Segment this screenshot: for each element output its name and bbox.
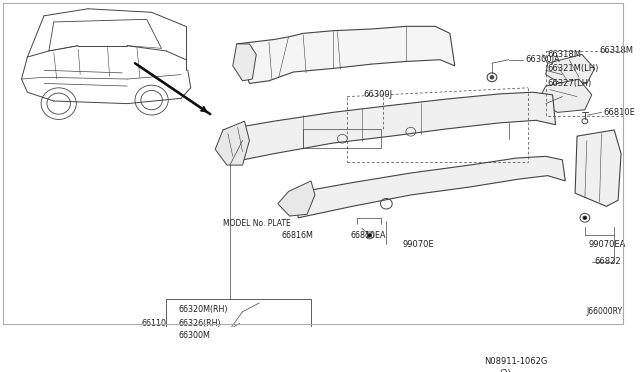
Text: 66300M: 66300M xyxy=(178,331,210,340)
Bar xyxy=(166,299,311,362)
Text: (2): (2) xyxy=(499,369,511,372)
Text: 66321M(LH): 66321M(LH) xyxy=(548,64,599,73)
Text: 66810E: 66810E xyxy=(604,108,636,117)
Polygon shape xyxy=(223,92,556,163)
Text: 66300J: 66300J xyxy=(364,90,393,99)
Text: 99070E: 99070E xyxy=(403,240,435,248)
Circle shape xyxy=(490,76,494,79)
Bar xyxy=(546,51,630,116)
Polygon shape xyxy=(278,181,315,216)
Text: 66822: 66822 xyxy=(595,257,621,266)
Polygon shape xyxy=(237,26,455,83)
Text: 66320M(RH): 66320M(RH) xyxy=(178,305,227,314)
Text: 66300JA: 66300JA xyxy=(525,55,560,64)
Text: 66110: 66110 xyxy=(142,319,167,328)
Circle shape xyxy=(583,216,587,219)
Text: 66810EA: 66810EA xyxy=(350,231,386,240)
Text: J66000RY: J66000RY xyxy=(587,307,623,316)
Text: MODEL No. PLATE: MODEL No. PLATE xyxy=(223,219,291,228)
Polygon shape xyxy=(233,44,256,81)
Text: 66318M: 66318M xyxy=(548,50,582,59)
Polygon shape xyxy=(538,79,592,112)
Text: 66318M: 66318M xyxy=(600,46,634,55)
Circle shape xyxy=(368,234,372,237)
Polygon shape xyxy=(215,121,250,165)
Bar xyxy=(303,129,381,148)
Text: 66326(RH): 66326(RH) xyxy=(178,319,221,328)
Polygon shape xyxy=(575,130,621,206)
Polygon shape xyxy=(546,54,595,86)
Text: 99070EA: 99070EA xyxy=(589,240,626,248)
Polygon shape xyxy=(293,156,565,218)
Text: N08911-1062G: N08911-1062G xyxy=(484,357,547,366)
Text: 66327(LH): 66327(LH) xyxy=(548,79,592,88)
Text: 66816M: 66816M xyxy=(282,231,314,240)
